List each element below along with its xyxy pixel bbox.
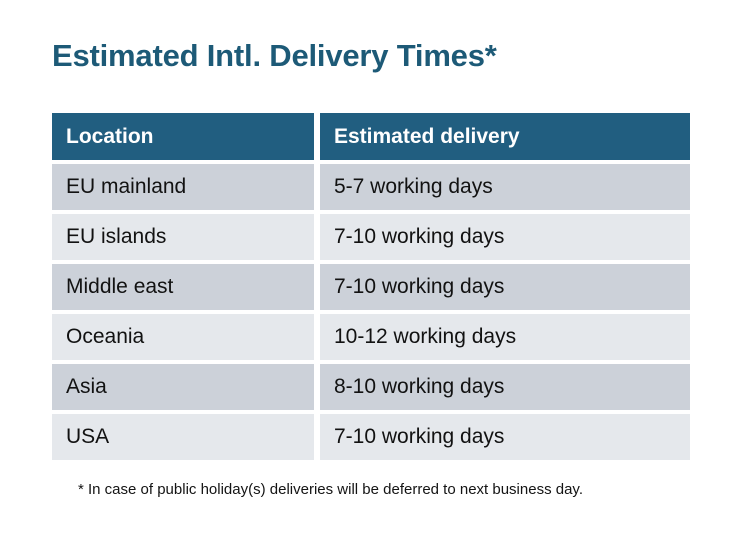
table-row: EU islands 7-10 working days xyxy=(52,214,690,260)
table-row: Middle east 7-10 working days xyxy=(52,264,690,310)
column-divider xyxy=(314,414,320,460)
column-divider xyxy=(314,164,320,210)
cell-estimated-delivery: 5-7 working days xyxy=(320,164,690,210)
cell-estimated-delivery: 7-10 working days xyxy=(320,214,690,260)
footnote-text: * In case of public holiday(s) deliverie… xyxy=(78,481,583,498)
cell-location: Oceania xyxy=(52,314,314,360)
cell-location: USA xyxy=(52,414,314,460)
page-title: Estimated Intl. Delivery Times* xyxy=(52,38,497,73)
cell-estimated-delivery: 10-12 working days xyxy=(320,314,690,360)
table-row: EU mainland 5-7 working days xyxy=(52,164,690,210)
column-divider xyxy=(314,264,320,310)
column-divider xyxy=(314,364,320,410)
column-divider xyxy=(314,214,320,260)
cell-location: Middle east xyxy=(52,264,314,310)
column-header-estimated-delivery: Estimated delivery xyxy=(320,113,690,160)
cell-location: Asia xyxy=(52,364,314,410)
cell-location: EU mainland xyxy=(52,164,314,210)
estimated-delivery-times-table: Location Estimated delivery EU mainland … xyxy=(52,113,690,460)
table-row: Oceania 10-12 working days xyxy=(52,314,690,360)
table-row: Asia 8-10 working days xyxy=(52,364,690,410)
table-header-row: Location Estimated delivery xyxy=(52,113,690,160)
column-divider xyxy=(314,314,320,360)
cell-estimated-delivery: 8-10 working days xyxy=(320,364,690,410)
cell-estimated-delivery: 7-10 working days xyxy=(320,414,690,460)
table-row: USA 7-10 working days xyxy=(52,414,690,460)
column-header-location: Location xyxy=(52,113,314,160)
column-divider xyxy=(314,113,320,160)
cell-estimated-delivery: 7-10 working days xyxy=(320,264,690,310)
cell-location: EU islands xyxy=(52,214,314,260)
